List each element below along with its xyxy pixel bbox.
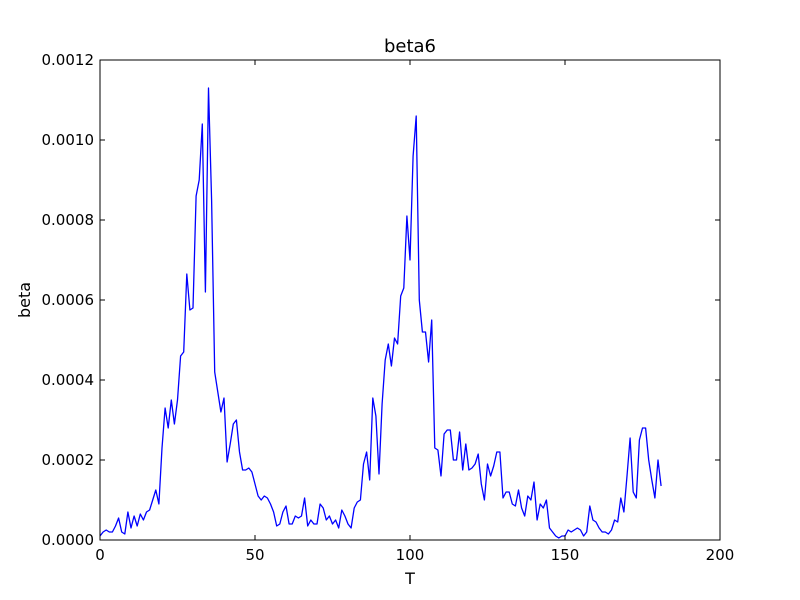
y-tick-label: 0.0006 bbox=[42, 291, 95, 309]
y-tick-label: 0.0008 bbox=[42, 211, 95, 229]
x-tick-label: 100 bbox=[396, 546, 425, 564]
y-axis: 0.0000 0.0002 0.0004 0.0006 0.0008 0.0010 0.00… bbox=[42, 51, 720, 549]
x-tick-label: 50 bbox=[245, 546, 264, 564]
x-tick-label: 200 bbox=[706, 546, 735, 564]
x-tick-label: 0 bbox=[95, 546, 105, 564]
y-tick-label: 0.0002 bbox=[42, 451, 95, 469]
y-tick-label: 0.0010 bbox=[42, 131, 95, 149]
x-tick-label: 150 bbox=[551, 546, 580, 564]
chart-title: beta6 bbox=[384, 36, 436, 57]
y-tick-label: 0.0012 bbox=[42, 51, 95, 69]
y-axis-label: beta bbox=[15, 282, 34, 318]
series-line bbox=[99, 87, 662, 539]
y-tick-label: 0.0000 bbox=[42, 531, 95, 549]
x-axis-label: T bbox=[404, 569, 415, 588]
x-axis: 0 50 100 150 200 bbox=[95, 60, 734, 564]
y-tick-label: 0.0004 bbox=[42, 371, 95, 389]
